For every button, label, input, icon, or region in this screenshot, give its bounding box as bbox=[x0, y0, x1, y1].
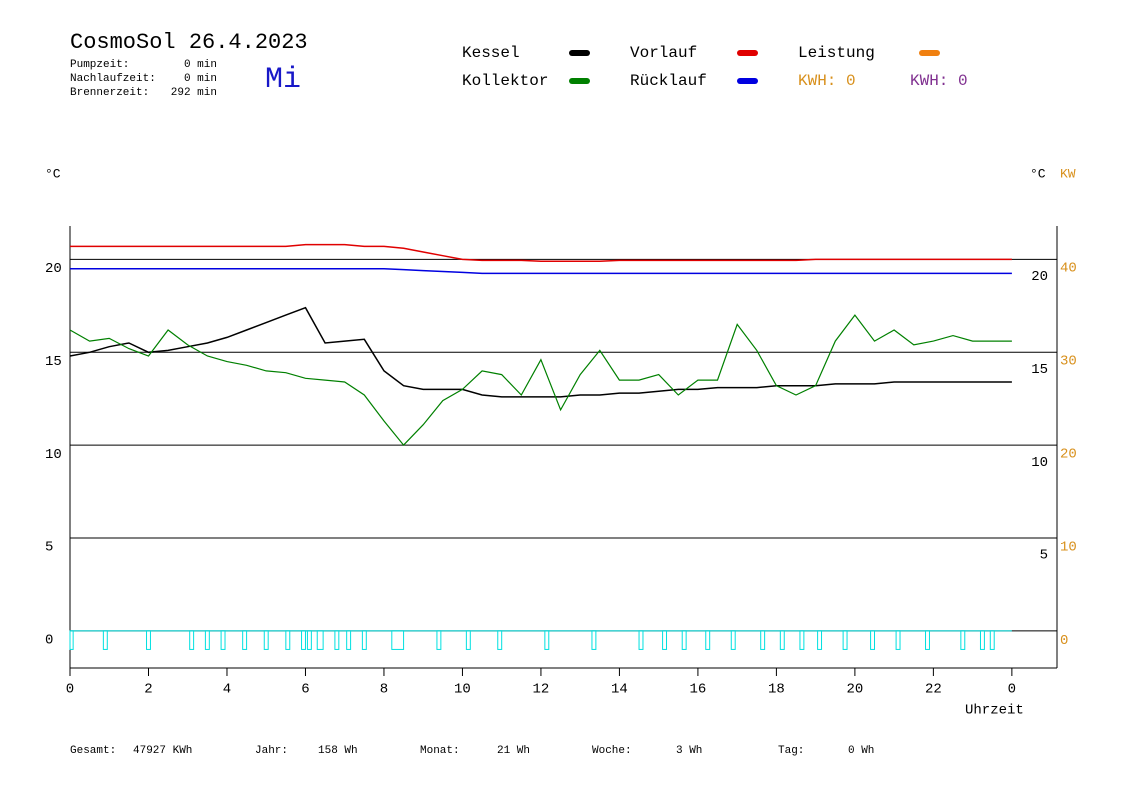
pump-pulse bbox=[817, 630, 823, 650]
pump-pulse bbox=[102, 630, 108, 650]
pump-pulse bbox=[301, 630, 306, 650]
pump-pulse bbox=[189, 630, 195, 650]
pump-pulse bbox=[925, 630, 930, 650]
footer-value: 0 Wh bbox=[848, 745, 874, 757]
pump-pulse bbox=[779, 630, 785, 650]
pump-pulse bbox=[638, 630, 644, 650]
legend-label: Rücklauf bbox=[630, 72, 707, 90]
legend-label: Leistung bbox=[798, 44, 875, 62]
stat-value: 0 min bbox=[184, 73, 217, 85]
x-tick-label: 14 bbox=[611, 682, 628, 698]
y2-celsius-label: °C bbox=[1030, 166, 1046, 181]
chart-title: CosmoSol 26.4.2023 bbox=[70, 30, 308, 55]
stat-value: 0 min bbox=[184, 59, 217, 71]
x-tick-label: 22 bbox=[925, 682, 942, 698]
y-right-tick-label: 20 bbox=[1031, 269, 1048, 285]
footer-label: Gesamt: bbox=[70, 745, 116, 757]
y2-tick-label: 20 bbox=[1060, 447, 1077, 463]
kwh-label: KWH: 0 bbox=[798, 72, 856, 90]
y-right-tick-label: 15 bbox=[1031, 362, 1048, 378]
pump-pulse bbox=[681, 630, 687, 650]
y-tick-label: 10 bbox=[45, 447, 62, 463]
x-tick-label: 10 bbox=[454, 682, 471, 698]
pump-pulse bbox=[391, 630, 405, 650]
kwh-label: KWH: 0 bbox=[910, 72, 968, 90]
pump-pulse bbox=[895, 630, 901, 650]
x-tick-label: 0 bbox=[66, 682, 74, 698]
stat-label: Nachlaufzeit: bbox=[70, 73, 156, 85]
y-tick-label: 5 bbox=[45, 540, 53, 556]
series-line bbox=[70, 267, 1012, 275]
y2-axis-label: KW bbox=[1060, 166, 1076, 181]
pump-pulse bbox=[960, 630, 966, 650]
pump-pulse bbox=[316, 630, 324, 650]
pump-pulse bbox=[870, 630, 876, 650]
x-tick-label: 18 bbox=[768, 682, 785, 698]
y-tick-label: 0 bbox=[45, 633, 53, 649]
y-axis-label: °C bbox=[45, 166, 61, 181]
pump-pulse bbox=[204, 630, 210, 650]
stat-value: 292 min bbox=[171, 87, 217, 99]
pump-pulse bbox=[242, 630, 248, 650]
pump-pulse bbox=[306, 630, 312, 650]
pump-pulse bbox=[69, 630, 74, 650]
y2-tick-label: 30 bbox=[1060, 354, 1077, 370]
pump-pulse bbox=[842, 630, 848, 650]
series-line bbox=[69, 306, 1012, 398]
footer-label: Woche: bbox=[592, 745, 632, 757]
y2-tick-label: 0 bbox=[1060, 633, 1068, 649]
pump-pulse bbox=[146, 630, 151, 650]
pump-pulse bbox=[730, 630, 736, 650]
pump-pulse bbox=[662, 630, 668, 650]
pump-pulse bbox=[544, 630, 550, 650]
y2-tick-label: 10 bbox=[1060, 540, 1077, 556]
footer-label: Jahr: bbox=[255, 745, 288, 757]
legend-label: Vorlauf bbox=[630, 44, 697, 62]
pump-pulse bbox=[361, 630, 367, 650]
pump-pulse bbox=[760, 630, 766, 650]
x-tick-label: 8 bbox=[380, 682, 388, 698]
pump-pulse bbox=[436, 630, 442, 650]
pump-pulse bbox=[705, 630, 711, 650]
y-right-tick-label: 5 bbox=[1040, 548, 1048, 564]
stat-label: Brennerzeit: bbox=[70, 87, 149, 99]
series-line bbox=[70, 243, 1012, 263]
pump-pulse bbox=[346, 630, 352, 650]
pump-pulse bbox=[591, 630, 597, 650]
footer-label: Monat: bbox=[420, 745, 460, 757]
pump-pulse bbox=[220, 630, 226, 650]
pump-pulse bbox=[799, 630, 805, 650]
stat-label: Pumpzeit: bbox=[70, 59, 129, 71]
footer-value: 47927 KWh bbox=[133, 745, 192, 757]
x-tick-label: 20 bbox=[846, 682, 863, 698]
pump-pulse bbox=[465, 630, 471, 650]
footer-label: Tag: bbox=[778, 745, 804, 757]
footer-value: 3 Wh bbox=[676, 745, 702, 757]
y-tick-label: 15 bbox=[45, 354, 62, 370]
pump-pulse bbox=[989, 630, 995, 650]
legend-label: Kollektor bbox=[462, 72, 548, 90]
series-line bbox=[69, 314, 1012, 447]
footer-value: 21 Wh bbox=[497, 745, 530, 757]
y2-tick-label: 40 bbox=[1060, 261, 1077, 277]
y-right-tick-label: 10 bbox=[1031, 455, 1048, 471]
pump-pulse bbox=[497, 630, 503, 650]
x-axis-label: Uhrzeit bbox=[965, 703, 1024, 719]
x-tick-label: 0 bbox=[1008, 682, 1016, 698]
x-tick-label: 6 bbox=[301, 682, 309, 698]
weekday: Mi bbox=[265, 63, 301, 97]
y-tick-label: 20 bbox=[45, 261, 62, 277]
pump-pulse bbox=[334, 630, 340, 650]
legend-label: Kessel bbox=[462, 44, 520, 62]
pump-pulse bbox=[263, 630, 269, 650]
footer-value: 158 Wh bbox=[318, 745, 358, 757]
x-tick-label: 2 bbox=[144, 682, 152, 698]
x-tick-label: 16 bbox=[690, 682, 707, 698]
pump-pulse bbox=[979, 630, 985, 650]
pump-pulse bbox=[285, 630, 291, 650]
x-tick-label: 12 bbox=[533, 682, 550, 698]
x-tick-label: 4 bbox=[223, 682, 231, 698]
